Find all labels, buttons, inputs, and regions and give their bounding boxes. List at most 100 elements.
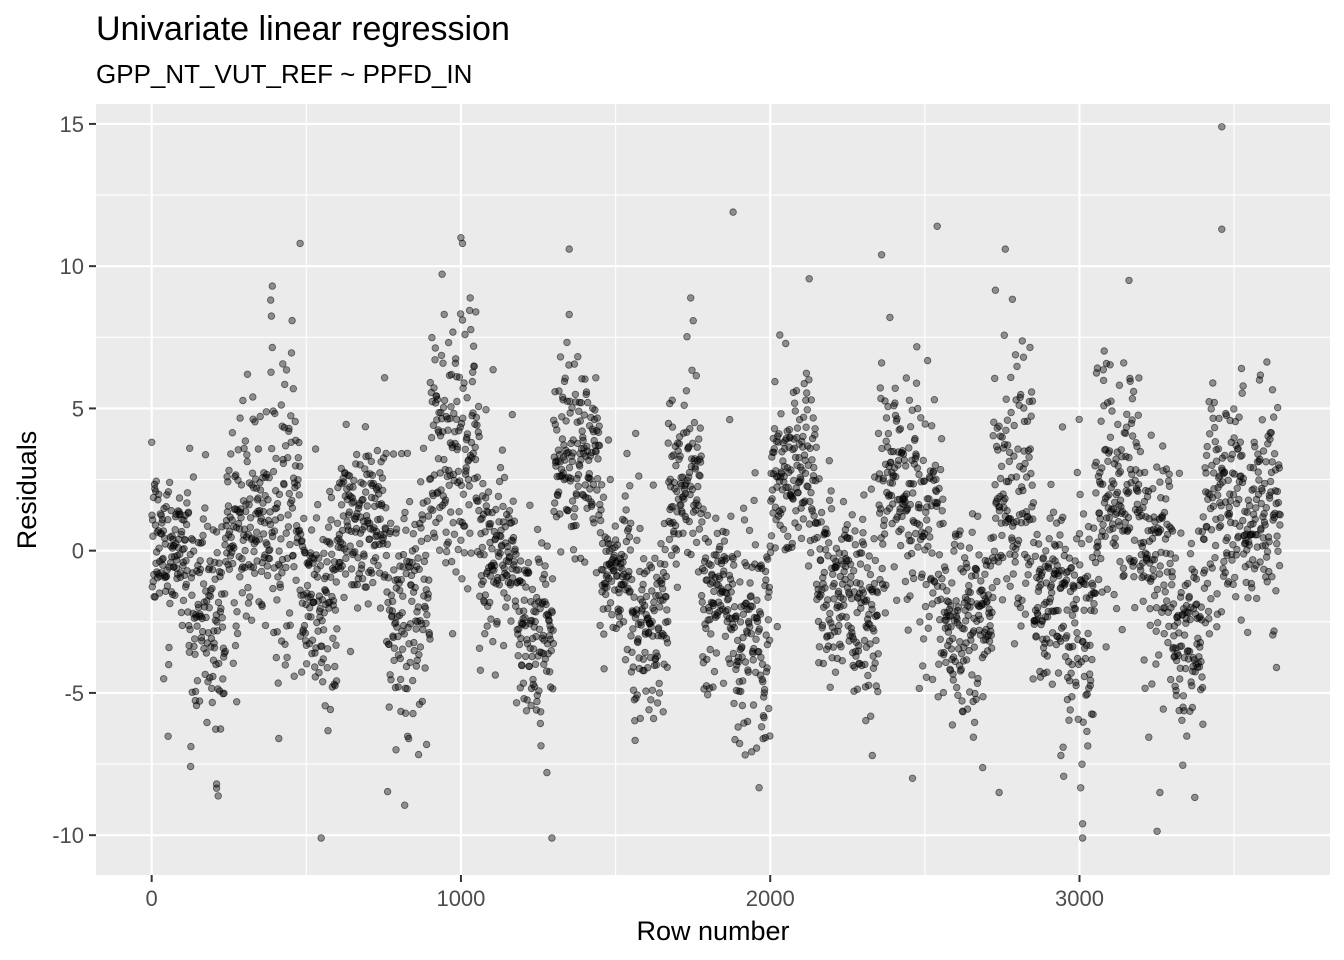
data-point <box>802 369 811 377</box>
data-point <box>1165 482 1174 490</box>
data-point <box>815 475 823 483</box>
data-point <box>199 531 207 540</box>
data-point <box>199 580 208 588</box>
data-point <box>988 644 996 652</box>
data-point <box>396 654 404 663</box>
data-point <box>595 422 603 430</box>
data-point <box>956 527 964 535</box>
data-point <box>929 589 937 597</box>
data-point <box>1256 371 1265 379</box>
data-point <box>1156 478 1164 486</box>
data-point <box>275 547 283 555</box>
data-point <box>1205 430 1214 438</box>
data-point <box>292 576 300 584</box>
data-point <box>208 584 216 593</box>
data-point <box>549 639 558 648</box>
data-point <box>919 662 927 670</box>
y-axis-title: Residuals <box>12 431 42 550</box>
data-point <box>576 417 584 425</box>
data-point <box>230 544 238 552</box>
data-point <box>957 665 965 674</box>
data-point <box>459 384 467 392</box>
data-point <box>1071 605 1080 613</box>
data-point <box>1068 693 1076 701</box>
data-point <box>241 437 250 445</box>
data-point <box>567 474 575 482</box>
data-point <box>359 480 367 488</box>
data-point <box>532 632 540 641</box>
data-point <box>672 546 681 554</box>
data-point <box>1128 416 1136 424</box>
data-point <box>1207 405 1215 413</box>
data-point <box>1130 573 1138 581</box>
data-point <box>433 395 442 404</box>
data-point <box>1070 571 1079 579</box>
data-point <box>331 662 339 671</box>
data-point <box>1204 607 1213 616</box>
data-point <box>579 436 587 445</box>
data-point <box>490 527 498 536</box>
data-point <box>1086 676 1095 685</box>
data-point <box>947 602 955 610</box>
data-point <box>449 328 457 336</box>
data-point <box>1202 469 1210 477</box>
data-point <box>1097 417 1105 425</box>
data-point <box>792 387 801 395</box>
data-point <box>387 519 395 527</box>
data-point <box>481 630 489 638</box>
data-point <box>276 583 284 591</box>
data-point <box>1071 619 1079 627</box>
data-point <box>263 562 271 570</box>
data-point <box>699 505 707 513</box>
data-point <box>563 338 571 347</box>
data-point <box>1179 761 1187 769</box>
data-point <box>597 506 605 514</box>
data-point <box>1007 373 1015 382</box>
data-point <box>569 449 577 457</box>
data-point <box>296 239 304 248</box>
data-point <box>540 570 549 579</box>
y-tick-label: -5 <box>64 681 84 706</box>
data-point <box>1065 716 1073 724</box>
data-point <box>1028 481 1036 489</box>
data-point <box>373 446 382 455</box>
data-point <box>1068 642 1077 651</box>
data-point <box>983 598 991 606</box>
data-point <box>473 473 481 481</box>
data-point <box>1167 581 1176 589</box>
data-point <box>804 562 813 570</box>
data-point <box>1261 521 1269 529</box>
data-point <box>361 423 370 431</box>
data-point <box>1197 603 1205 611</box>
data-point <box>225 527 234 536</box>
data-point <box>496 463 505 472</box>
data-point <box>521 652 530 661</box>
data-point <box>577 456 585 464</box>
data-point <box>909 480 918 488</box>
data-point <box>1009 570 1017 578</box>
data-point <box>905 396 914 404</box>
data-point <box>1140 656 1148 664</box>
data-point <box>342 554 350 562</box>
data-point <box>401 801 409 809</box>
data-point <box>461 330 469 339</box>
data-point <box>455 427 463 435</box>
data-point <box>1099 521 1107 529</box>
data-point <box>737 687 745 696</box>
data-point <box>1066 706 1074 714</box>
data-point <box>390 644 399 652</box>
data-point <box>1084 742 1092 750</box>
data-point <box>300 621 309 630</box>
data-point <box>243 451 251 459</box>
data-point <box>626 546 635 554</box>
data-point <box>441 499 449 507</box>
data-point <box>655 689 664 697</box>
data-point <box>227 533 235 541</box>
data-point <box>548 575 557 583</box>
data-point <box>1081 580 1090 589</box>
data-point <box>696 424 704 432</box>
data-point <box>939 495 947 503</box>
data-point <box>596 621 604 630</box>
data-point <box>739 677 747 685</box>
data-point <box>535 687 543 695</box>
